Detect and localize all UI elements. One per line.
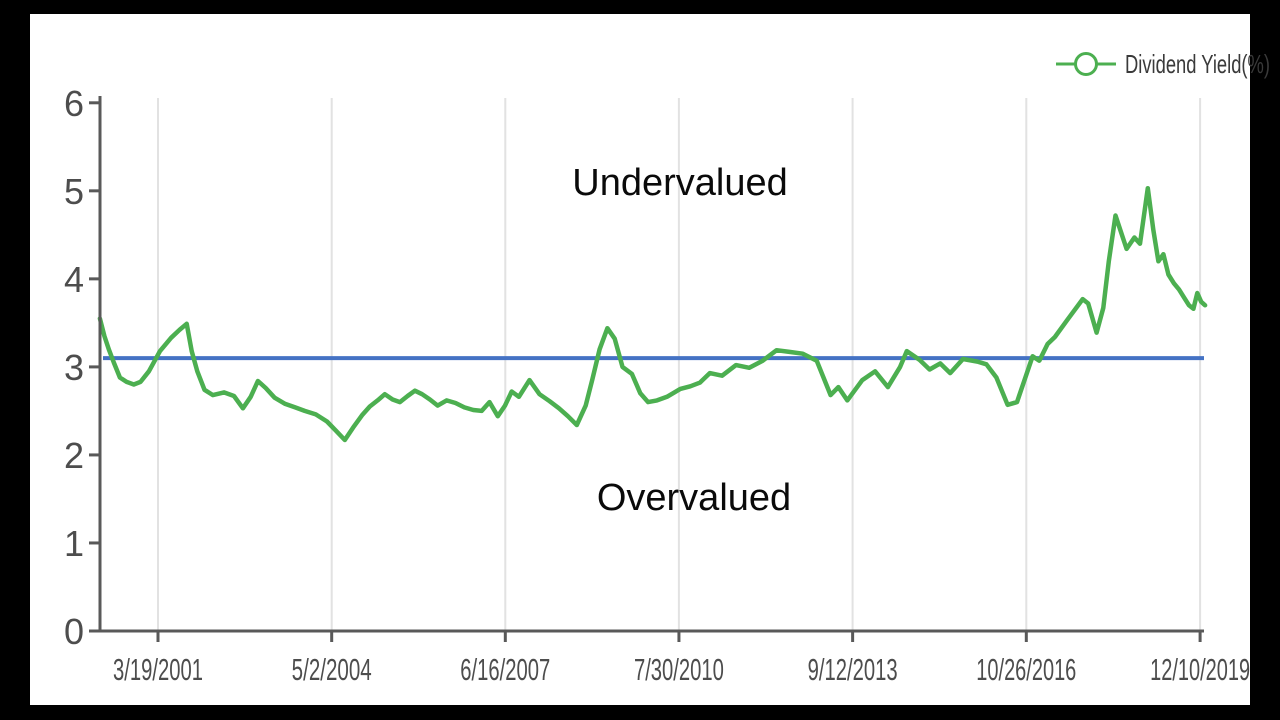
dividend-yield-line <box>97 185 1208 443</box>
plot-area: 0 1 2 3 4 5 6 3/19/2001 5/2/2004 6/16/2007 7/30/20… <box>64 83 1250 687</box>
x-axis-tick-label: 6/16/2007 <box>460 652 550 687</box>
legend-label: Dividend Yield(%) <box>1125 49 1270 79</box>
x-axis-tick-label: 12/10/2019 <box>1150 652 1250 687</box>
x-axis-tick-label: 9/12/2013 <box>808 652 898 687</box>
x-axis-tick-label: 7/30/2010 <box>634 652 724 687</box>
y-axis-tick-label: 5 <box>64 171 84 212</box>
chart-legend: Dividend Yield(%) <box>1053 49 1280 84</box>
x-axis-tick-label: 5/2/2004 <box>292 652 372 687</box>
y-axis-tick-label: 1 <box>64 523 84 564</box>
legend-entry: Dividend Yield(%) <box>1056 49 1270 79</box>
dividend-yield-chart: 0 1 2 3 4 5 6 3/19/2001 5/2/2004 6/16/2007 7/30/20… <box>30 14 1270 705</box>
overvalued-annotation: Overvalued <box>596 477 792 519</box>
undervalued-annotation: Undervalued <box>572 162 788 204</box>
x-axis-tick-label: 10/26/2016 <box>976 652 1076 687</box>
legend-open-circle-marker-icon <box>1074 52 1098 76</box>
y-axis-tick-label: 2 <box>64 435 84 476</box>
y-axis-tick-label: 4 <box>64 259 84 300</box>
y-axis-tick-label: 0 <box>64 611 84 652</box>
y-axis-tick-label: 6 <box>64 83 84 124</box>
y-axis-tick-label: 3 <box>64 347 84 388</box>
x-axis-tick-label: 3/19/2001 <box>113 652 203 687</box>
